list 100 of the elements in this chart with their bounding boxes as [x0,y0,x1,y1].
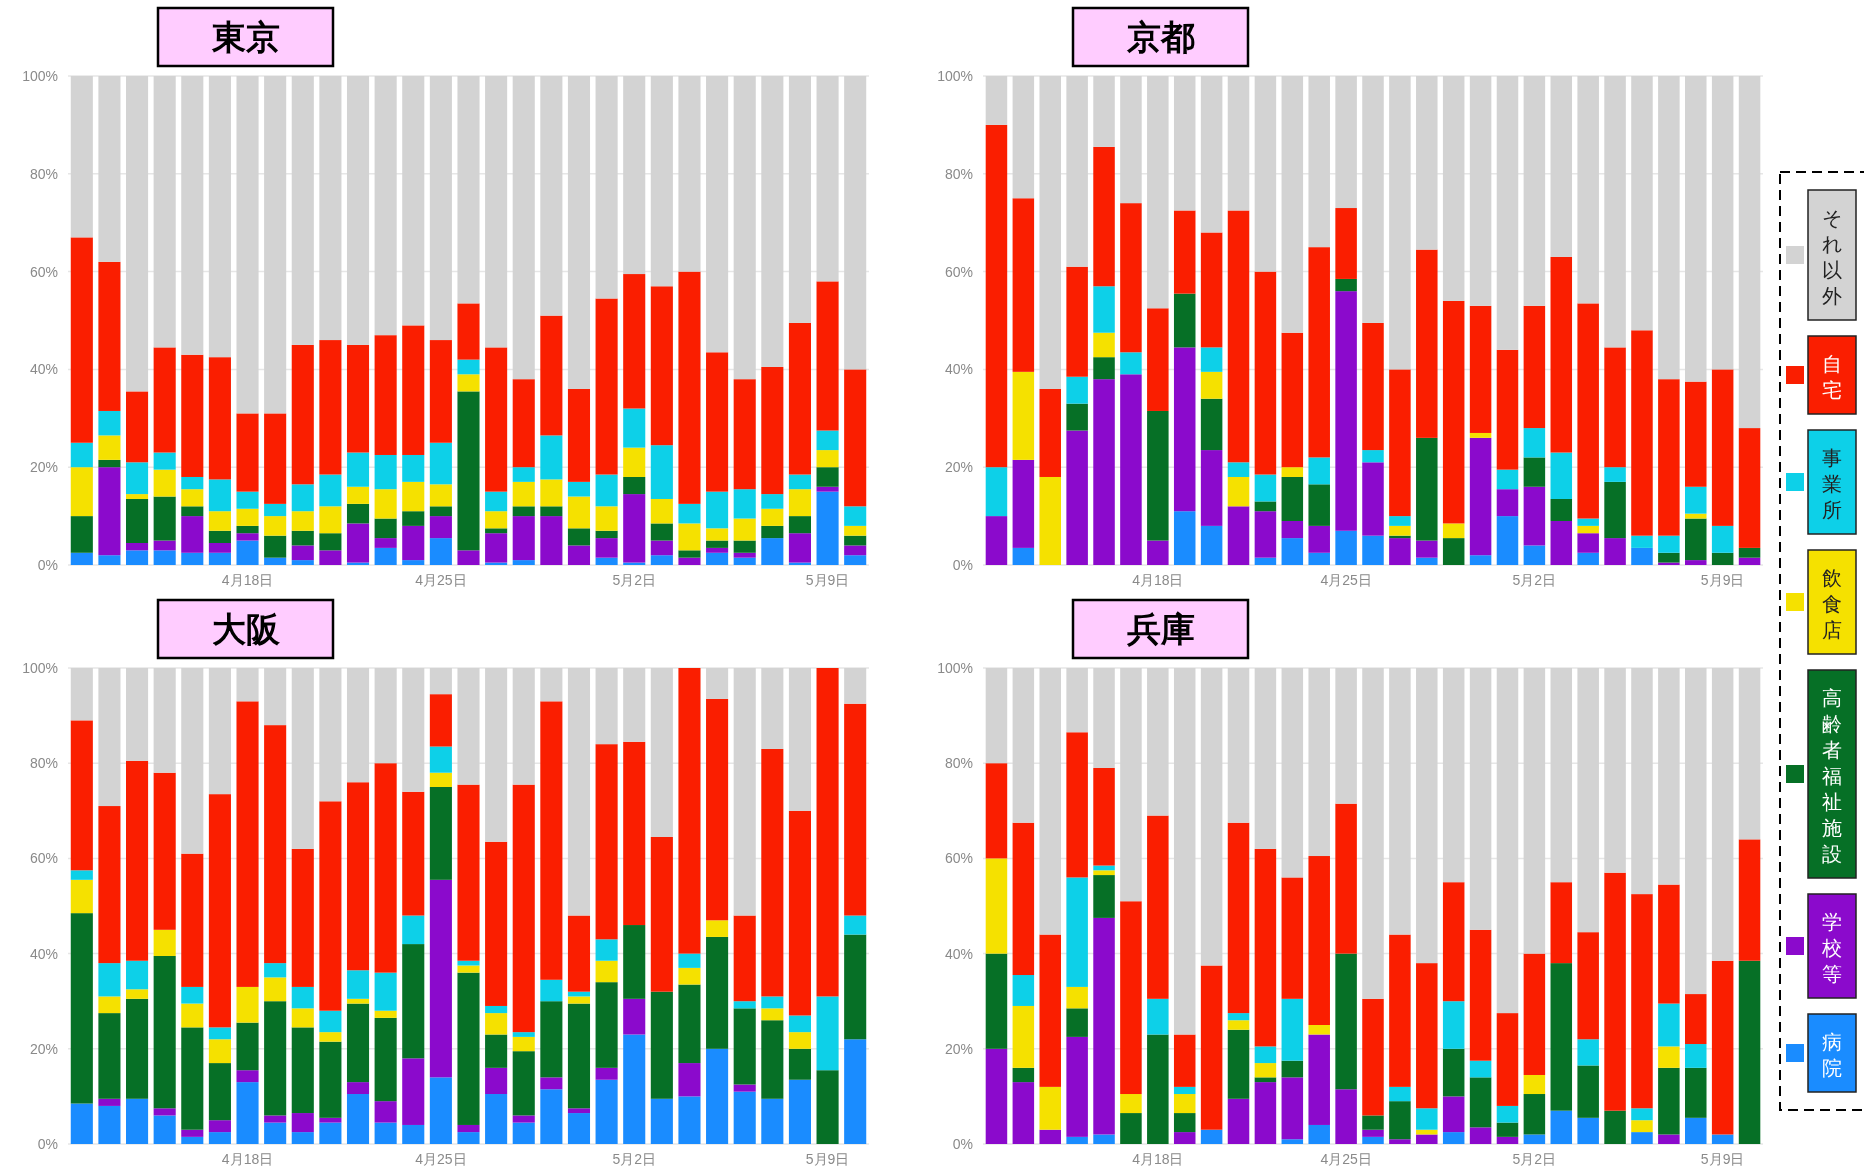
bar [1254,1063,1277,1078]
bar [1308,247,1330,458]
bar [1066,376,1088,404]
bar [1012,198,1035,372]
bar [1577,533,1599,553]
bar [485,1013,508,1035]
y-tick-label: 100% [22,68,58,84]
bar [153,76,176,348]
bar [98,668,121,807]
bar [1711,369,1734,526]
bar [70,76,93,238]
bar [623,668,646,742]
bar [844,535,867,546]
bar [208,1063,231,1121]
bar [126,462,149,495]
bar [1173,347,1196,512]
bar [1738,547,1761,558]
bar [346,452,370,487]
bar [1389,1086,1411,1102]
bar [1012,371,1035,460]
bar [595,76,618,299]
bar [1227,1029,1250,1099]
bar [1120,352,1142,375]
bar [70,237,93,443]
bar [1631,535,1653,548]
bar [1147,410,1169,541]
bar [512,1036,535,1052]
bar [1523,668,1546,954]
bar [208,511,231,531]
chart-title: 京都 [1125,18,1195,56]
bar [346,782,370,971]
bar [126,543,149,551]
bar [761,1020,784,1099]
bar [650,836,673,992]
bar [678,953,701,968]
bar [429,772,452,787]
bar [1012,547,1035,565]
bar [153,347,176,453]
bar [1254,271,1277,475]
bar [98,806,121,964]
bar [236,491,259,509]
bar [208,1132,231,1144]
bar [1254,848,1277,1047]
bar [291,344,314,485]
bar [1496,1105,1519,1123]
bar [1227,1013,1250,1021]
bar [1093,1134,1115,1144]
bar [678,503,701,524]
bar [512,76,535,380]
bar [1200,232,1223,348]
bar [1335,1089,1357,1144]
bar [1550,668,1573,883]
bar [1281,1077,1304,1140]
bar [650,445,673,499]
bar [1523,457,1546,487]
bar [1093,286,1115,333]
bar [429,340,452,443]
bar [457,76,480,304]
bar [1711,668,1734,961]
bar [1416,76,1438,250]
bar [540,516,563,565]
bar [374,972,397,1011]
bar [623,998,646,1035]
bar [126,960,149,990]
bar [844,555,867,565]
bar [236,1082,259,1144]
chart-title: 大阪 [211,610,281,648]
bar [374,538,397,548]
bar [595,538,618,558]
bar [1200,1129,1223,1144]
bar [1039,668,1061,935]
bar [291,511,314,531]
bar [1577,1065,1599,1118]
bar [706,491,729,529]
bar [1227,210,1250,463]
bar [402,944,425,1059]
bar [70,913,93,1104]
bar [1496,1122,1519,1137]
bar [70,870,93,880]
bar [1604,76,1626,348]
bar [1685,1117,1707,1144]
bar [733,552,756,558]
bar [402,1058,425,1125]
bar [816,450,839,468]
bar [1200,668,1223,966]
bar [567,1003,591,1109]
bar [595,506,618,531]
bar [291,1113,314,1133]
bar [1604,467,1626,482]
bar [1147,668,1169,816]
bar [540,701,563,980]
bar [181,1136,204,1144]
x-tick-label: 5月2日 [1512,1151,1557,1167]
bar [153,1115,176,1144]
bar [678,76,701,272]
bar [733,518,756,541]
bar [346,503,370,524]
bar [1523,953,1546,1075]
bar [623,274,646,409]
bar [1389,516,1411,526]
